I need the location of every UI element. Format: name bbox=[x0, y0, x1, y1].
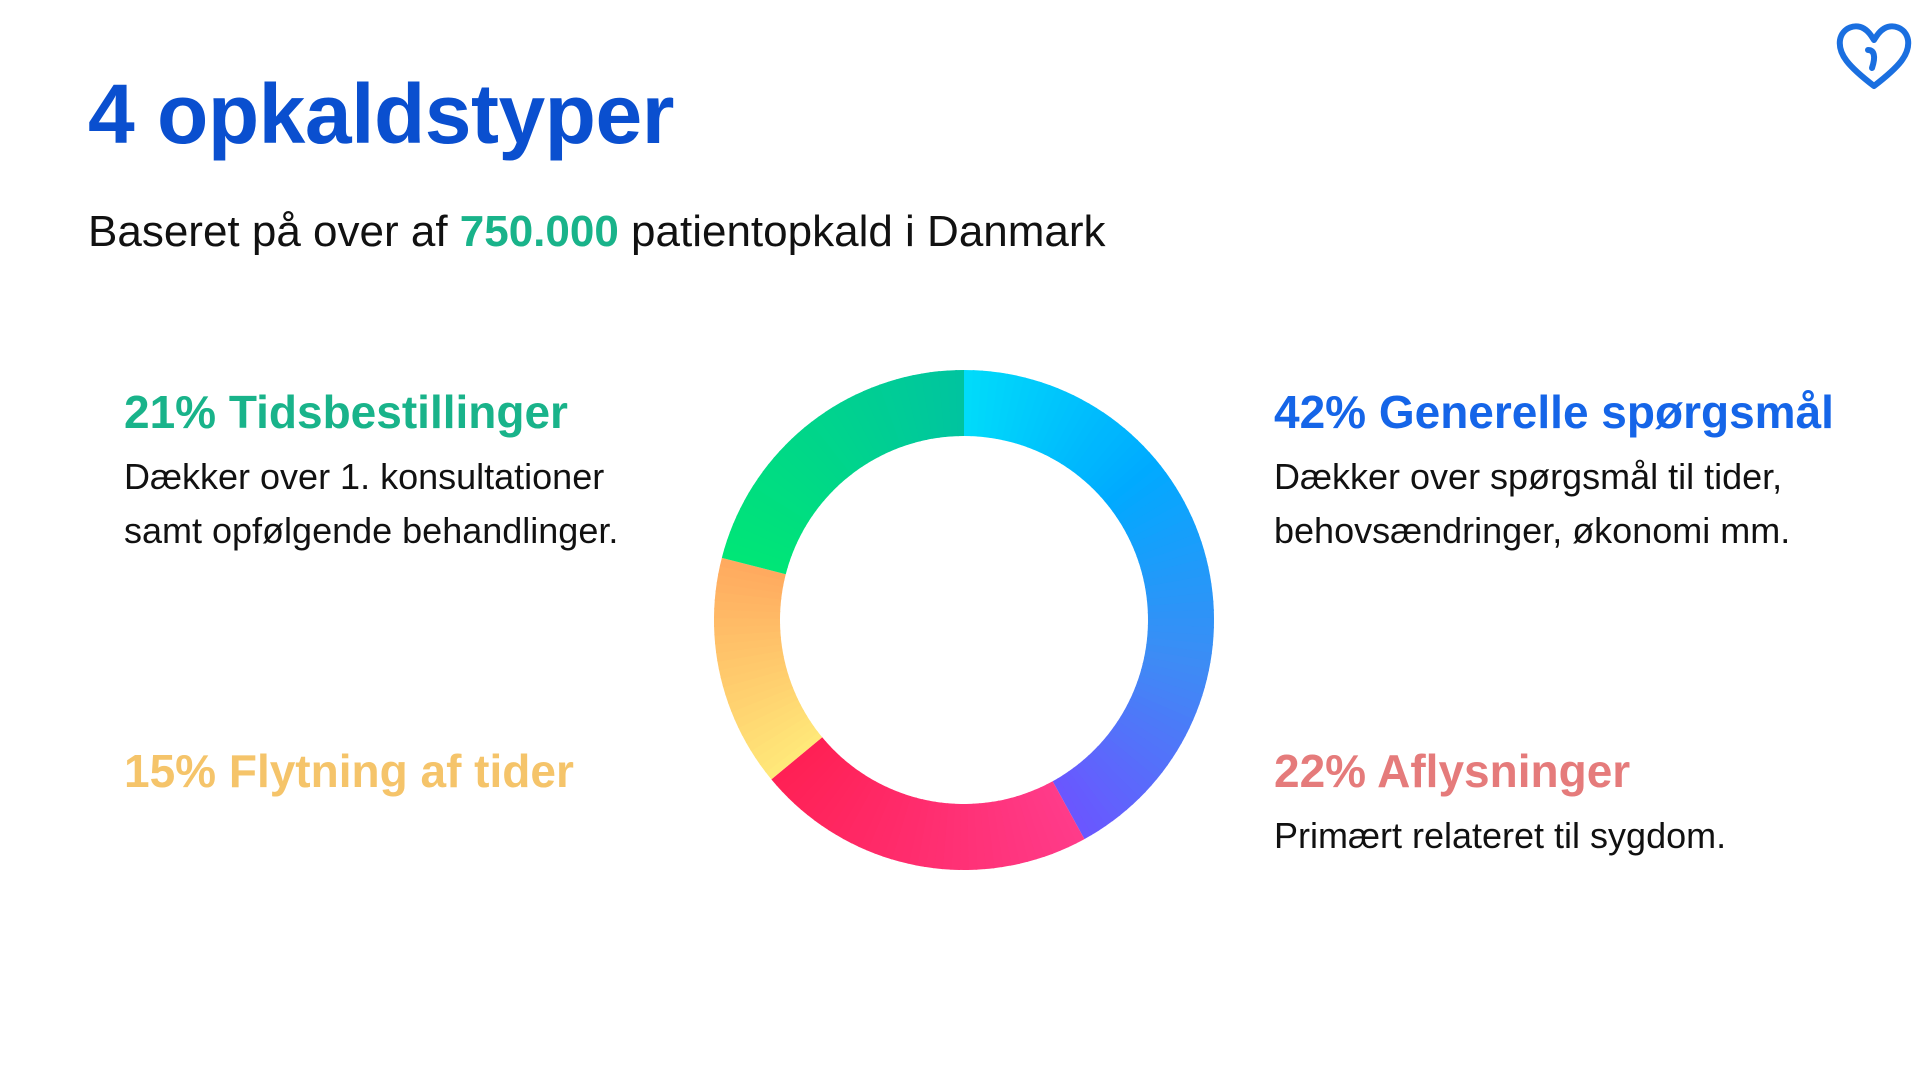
call-type-donut-chart bbox=[714, 370, 1214, 870]
subtitle-prefix: Baseret på over af bbox=[88, 207, 460, 256]
description-line: Primært relateret til sygdom. bbox=[1274, 815, 1727, 857]
call-count: 750.000 bbox=[459, 207, 619, 256]
category-heading: 21% Tidsbestillinger bbox=[124, 386, 568, 438]
page-subtitle: Baseret på over af 750.000 patientopkald… bbox=[88, 206, 1106, 259]
description-line: Dækker over 1. konsultationer bbox=[124, 456, 605, 498]
category-description: Primært relateret til sygdom. bbox=[1274, 809, 1834, 863]
subtitle-suffix: patientopkald i Danmark bbox=[618, 207, 1106, 256]
category-description: Dækker over 1. konsultationer samt opføl… bbox=[124, 450, 684, 558]
category-description: Dækker over spørgsmål til tider, behovsæ… bbox=[1274, 450, 1834, 558]
category-tidsbestillinger: 21% Tidsbestillinger Dækker over 1. kons… bbox=[124, 385, 684, 558]
page-title: 4 opkaldstyper bbox=[88, 67, 674, 161]
category-aflysninger: 22% Aflysninger Primært relateret til sy… bbox=[1274, 744, 1834, 863]
description-line: behovsændringer, økonomi mm. bbox=[1274, 510, 1791, 552]
category-heading: 15% Flytning af tider bbox=[124, 745, 574, 797]
category-generelle-spoergsmaal: 42% Generelle spørgsmål Dækker over spør… bbox=[1274, 385, 1834, 558]
category-heading: 42% Generelle spørgsmål bbox=[1274, 386, 1834, 438]
donut-slice-generelle-spørgsmål bbox=[964, 370, 1214, 840]
description-line: Dækker over spørgsmål til tider, bbox=[1274, 456, 1783, 498]
donut-slice-aflysninger bbox=[771, 737, 1085, 870]
category-flytning-af-tider: 15% Flytning af tider bbox=[124, 744, 684, 799]
donut-slice-flytning-af-tider bbox=[714, 557, 823, 780]
category-heading: 22% Aflysninger bbox=[1274, 745, 1631, 797]
description-line: samt opfølgende behandlinger. bbox=[124, 510, 619, 552]
heart-icon bbox=[1836, 23, 1912, 89]
donut-slice-tidsbestillinger bbox=[721, 370, 964, 575]
